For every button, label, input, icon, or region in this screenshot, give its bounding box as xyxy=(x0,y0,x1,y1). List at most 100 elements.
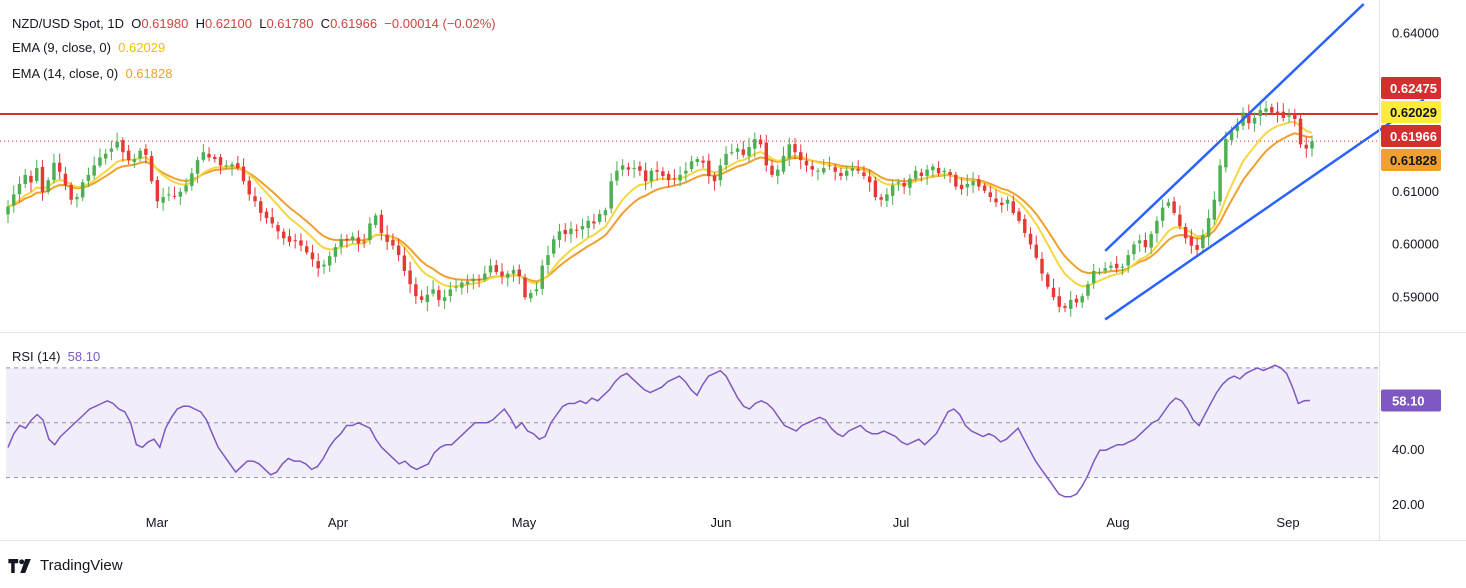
candle xyxy=(712,172,717,191)
candle xyxy=(1034,235,1038,260)
candle-body xyxy=(707,160,711,176)
candle-body xyxy=(17,183,22,195)
price-label-text: 0.61828 xyxy=(1390,153,1437,168)
candle-body xyxy=(465,281,470,285)
candle-body xyxy=(517,269,521,277)
candle-body xyxy=(712,175,717,182)
candle xyxy=(264,208,269,224)
candle xyxy=(1114,255,1119,273)
candle xyxy=(437,285,441,307)
candle-body xyxy=(1114,263,1119,269)
candle xyxy=(178,187,183,206)
brand-name: TradingView xyxy=(40,557,123,574)
time-tick-label: Apr xyxy=(328,515,349,530)
candle-body xyxy=(919,172,924,176)
candle-body xyxy=(764,142,768,166)
axis-layer: 0.64000 0.61000 0.60000 0.59000 40.00 20.00 0.… xyxy=(0,0,1466,541)
low-label: L xyxy=(259,16,267,31)
candle xyxy=(546,245,550,274)
candle xyxy=(913,165,918,183)
candle xyxy=(299,233,303,252)
candle-body xyxy=(460,282,464,288)
rsi-tick-label: 40.00 xyxy=(1392,442,1425,457)
candle-body xyxy=(385,234,389,242)
candle xyxy=(276,221,280,240)
candle xyxy=(672,169,677,186)
candle-body xyxy=(529,293,533,299)
candle xyxy=(414,277,418,305)
candle xyxy=(356,230,361,252)
candle-body xyxy=(1235,125,1240,131)
candle-body xyxy=(557,231,562,240)
ema14-value: 0.61828 xyxy=(125,66,173,81)
candle-body xyxy=(638,166,642,171)
candle xyxy=(40,159,45,201)
candle xyxy=(224,159,229,169)
candle xyxy=(810,160,814,177)
candle-body xyxy=(643,170,648,182)
candle xyxy=(431,280,435,297)
rsi-legend[interactable]: RSI (14) 58.10 xyxy=(12,349,100,364)
candle xyxy=(529,289,533,303)
ema9-legend[interactable]: EMA (9, close, 0) 0.62029 xyxy=(12,40,165,55)
candle xyxy=(448,281,453,303)
candle-body xyxy=(1137,240,1142,244)
candle-body xyxy=(954,174,958,187)
symbol-label[interactable]: NZD/USD Spot, 1D xyxy=(12,16,124,31)
candle-body xyxy=(149,156,154,182)
rsi-value-label: 58.10 xyxy=(1381,389,1441,412)
price-tick-label: 0.60000 xyxy=(1392,237,1439,252)
candle-body xyxy=(1069,299,1073,309)
candle-body xyxy=(1005,199,1010,204)
candle xyxy=(678,166,682,187)
candle xyxy=(1172,196,1176,216)
candle-body xyxy=(1086,284,1090,296)
candle-body xyxy=(615,170,619,181)
candle-body xyxy=(1046,274,1050,287)
candle xyxy=(1057,287,1061,313)
candle xyxy=(776,164,780,185)
candle-body xyxy=(523,277,527,298)
rsi-value-text: 58.10 xyxy=(1392,394,1425,409)
candle-body xyxy=(1040,258,1044,274)
candle-body xyxy=(270,217,274,224)
candle xyxy=(919,168,924,182)
candle xyxy=(230,161,234,176)
candle xyxy=(666,170,671,188)
time-tick-label: Jun xyxy=(711,515,732,530)
candle xyxy=(1000,197,1004,213)
ema14-legend[interactable]: EMA (14, close, 0) 0.61828 xyxy=(12,66,172,81)
price-pane xyxy=(0,3,1425,321)
candle xyxy=(1143,232,1148,253)
candle-body xyxy=(419,296,424,300)
candle-body xyxy=(833,167,837,172)
candle xyxy=(247,176,251,201)
candle-body xyxy=(1057,296,1061,307)
candle xyxy=(1137,234,1142,252)
candle-body xyxy=(1034,244,1038,258)
candle xyxy=(350,232,355,244)
candle xyxy=(954,171,958,190)
candle-body xyxy=(213,156,217,160)
candle xyxy=(1212,191,1217,225)
time-tick-label: Jul xyxy=(893,515,910,530)
candle-body xyxy=(994,198,998,203)
candle xyxy=(1046,272,1050,290)
candle xyxy=(460,279,464,295)
candle-body xyxy=(902,182,906,187)
candle-body xyxy=(655,170,659,172)
candle xyxy=(75,193,79,208)
tradingview-brand[interactable]: TradingView xyxy=(8,557,123,574)
candle xyxy=(908,174,912,196)
candle-body xyxy=(879,197,883,200)
candle xyxy=(609,173,613,214)
candle xyxy=(592,213,596,230)
candle-body xyxy=(1310,141,1314,149)
candle-body xyxy=(1063,306,1067,308)
candle-body xyxy=(431,289,435,294)
candle xyxy=(821,159,826,175)
candle xyxy=(574,224,579,238)
candle xyxy=(92,156,96,180)
candle-body xyxy=(327,256,332,266)
